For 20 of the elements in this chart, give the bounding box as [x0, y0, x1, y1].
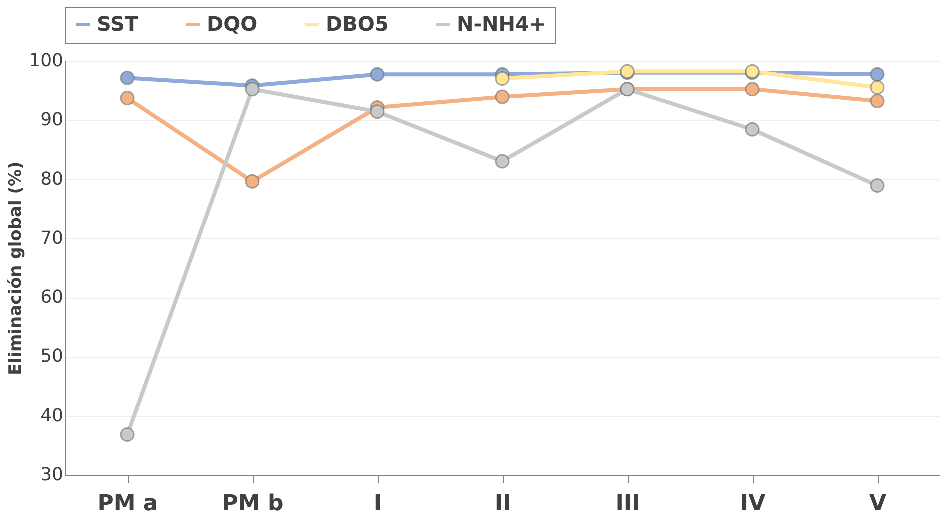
y-tick-label: 50: [40, 346, 64, 368]
y-tick-label: 70: [40, 228, 64, 249]
y-tick-label: 40: [40, 405, 64, 426]
x-tick-label: III: [616, 492, 640, 516]
y-tick-label: 30: [40, 464, 64, 486]
y-tick-label: 80: [40, 168, 64, 190]
legend-label: N-NH4+: [457, 12, 546, 36]
y-tick-label: 100: [29, 50, 64, 72]
x-tick-label: PM b: [222, 492, 284, 516]
legend-label: SST: [97, 12, 139, 36]
x-tick-label: II: [494, 492, 512, 516]
x-tick-label: PM a: [98, 492, 158, 516]
y-tick-label: 90: [40, 110, 64, 131]
y-tick-label: 60: [40, 287, 64, 308]
y-axis-title: Eliminación global (%): [6, 162, 26, 376]
x-tick-label: IV: [740, 492, 766, 516]
legend-label: DQO: [207, 12, 258, 36]
legend-label: DBO5: [326, 12, 389, 36]
x-tick-label: V: [869, 492, 887, 516]
x-tick-label: I: [374, 492, 382, 516]
